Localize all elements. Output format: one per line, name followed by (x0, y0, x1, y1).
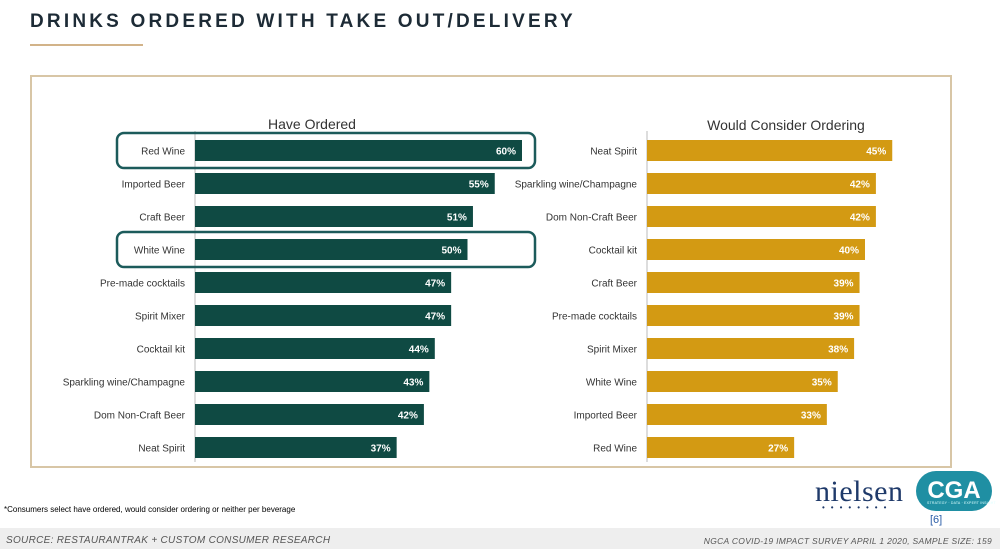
nielsen-logo-dots: •••••••• (822, 503, 893, 512)
would-consider-bar-red-wine (647, 437, 795, 458)
survey-note: NGCA COVID-19 IMPACT SURVEY APRIL 1 2020… (703, 536, 992, 546)
cga-logo: CGA (916, 471, 992, 511)
page-number: [6] (930, 514, 943, 526)
have-ordered-bars: Red Wine 60% Imported Beer 55% Craft Beer 51%… (63, 131, 537, 458)
would-consider-category-label-sparkling-wine-champagne: Sparkling wine/Champagne (515, 180, 638, 191)
have-ordered-category-label-spirit-mixer: Spirit Mixer (135, 312, 186, 323)
would-consider-bar-white-wine (647, 371, 838, 392)
source-note: SOURCE: RESTAURANTRAK + CUSTOM CONSUMER … (6, 535, 331, 546)
have-ordered-category-label-dom-non-craft-beer: Dom Non-Craft Beer (94, 411, 186, 422)
would-consider-value-label-cocktail-kit: 40% (839, 246, 859, 257)
have-ordered-value-label-imported-beer: 55% (469, 180, 489, 191)
page-title: DRINKS ORDERED WITH TAKE OUT/DELIVERY (30, 11, 576, 32)
would-consider-title: Would Consider Ordering (707, 117, 865, 133)
would-consider-value-label-dom-non-craft-beer: 42% (850, 213, 870, 224)
nielsen-logo: nielsen (815, 475, 904, 508)
would-consider-category-label-white-wine: White Wine (586, 378, 638, 389)
chart-frame (30, 75, 952, 468)
have-ordered-category-label-pre-made-cocktails: Pre-made cocktails (100, 279, 185, 290)
would-consider-bar-pre-made-cocktails (647, 305, 860, 326)
have-ordered-category-label-craft-beer: Craft Beer (139, 213, 185, 224)
have-ordered-bar-white-wine (195, 239, 468, 260)
have-ordered-value-label-craft-beer: 51% (447, 213, 467, 224)
have-ordered-category-label-sparkling-wine-champagne: Sparkling wine/Champagne (63, 378, 186, 389)
have-ordered-value-label-sparkling-wine-champagne: 43% (403, 378, 423, 389)
have-ordered-bar-cocktail-kit (195, 338, 435, 359)
have-ordered-bar-sparkling-wine-champagne (195, 371, 430, 392)
have-ordered-category-label-red-wine: Red Wine (141, 147, 185, 158)
footer-band (0, 528, 1000, 549)
have-ordered-category-label-neat-spirit: Neat Spirit (138, 444, 185, 455)
would-consider-category-label-pre-made-cocktails: Pre-made cocktails (552, 312, 637, 323)
would-consider-bar-neat-spirit (647, 140, 893, 161)
have-ordered-value-label-neat-spirit: 37% (371, 444, 391, 455)
would-consider-value-label-imported-beer: 33% (801, 411, 821, 422)
would-consider-value-label-spirit-mixer: 38% (828, 345, 848, 356)
would-consider-bar-craft-beer (647, 272, 860, 293)
would-consider-category-label-imported-beer: Imported Beer (574, 411, 638, 422)
have-ordered-value-label-cocktail-kit: 44% (409, 345, 429, 356)
have-ordered-bar-craft-beer (195, 206, 473, 227)
cga-tagline: STRATEGY · DATA · EXPERT INSIGHT (927, 501, 996, 505)
have-ordered-bar-imported-beer (195, 173, 495, 194)
have-ordered-value-label-red-wine: 60% (496, 147, 516, 158)
have-ordered-title: Have Ordered (268, 116, 356, 132)
would-consider-bar-imported-beer (647, 404, 827, 425)
have-ordered-bar-dom-non-craft-beer (195, 404, 424, 425)
would-consider-bar-spirit-mixer (647, 338, 855, 359)
would-consider-category-label-spirit-mixer: Spirit Mixer (587, 345, 638, 356)
have-ordered-highlight-box-white-wine (115, 230, 537, 269)
would-consider-category-label-dom-non-craft-beer: Dom Non-Craft Beer (546, 213, 638, 224)
would-consider-bar-sparkling-wine-champagne (647, 173, 876, 194)
have-ordered-category-label-cocktail-kit: Cocktail kit (137, 345, 186, 356)
would-consider-category-label-cocktail-kit: Cocktail kit (589, 246, 638, 257)
have-ordered-value-label-spirit-mixer: 47% (425, 312, 445, 323)
would-consider-value-label-red-wine: 27% (768, 444, 788, 455)
would-consider-bar-dom-non-craft-beer (647, 206, 876, 227)
would-consider-bar-cocktail-kit (647, 239, 865, 260)
footnote: *Consumers select have ordered, would co… (4, 505, 296, 514)
have-ordered-value-label-pre-made-cocktails: 47% (425, 279, 445, 290)
would-consider-value-label-craft-beer: 39% (834, 279, 854, 290)
have-ordered-category-label-imported-beer: Imported Beer (122, 180, 186, 191)
have-ordered-bar-pre-made-cocktails (195, 272, 452, 293)
would-consider-value-label-neat-spirit: 45% (866, 147, 886, 158)
would-consider-category-label-red-wine: Red Wine (593, 444, 637, 455)
would-consider-category-label-craft-beer: Craft Beer (591, 279, 637, 290)
have-ordered-bar-neat-spirit (195, 437, 397, 458)
have-ordered-bar-red-wine (195, 140, 522, 161)
would-consider-value-label-white-wine: 35% (812, 378, 832, 389)
have-ordered-bar-spirit-mixer (195, 305, 452, 326)
have-ordered-highlight-box-red-wine (115, 131, 537, 170)
have-ordered-value-label-dom-non-craft-beer: 42% (398, 411, 418, 422)
would-consider-value-label-pre-made-cocktails: 39% (834, 312, 854, 323)
title-underline (30, 44, 143, 46)
would-consider-value-label-sparkling-wine-champagne: 42% (850, 180, 870, 191)
would-consider-bars: Neat Spirit 45% Sparkling wine/Champagne 42… (515, 140, 893, 458)
have-ordered-category-label-white-wine: White Wine (134, 246, 186, 257)
have-ordered-value-label-white-wine: 50% (441, 246, 461, 257)
would-consider-category-label-neat-spirit: Neat Spirit (590, 147, 637, 158)
